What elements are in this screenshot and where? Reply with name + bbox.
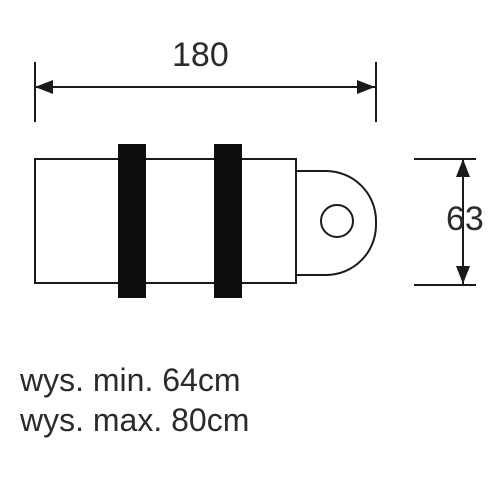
housing-body bbox=[34, 158, 297, 284]
technical-drawing: { "colors": { "stroke": "#1a1a1a", "band… bbox=[0, 0, 500, 500]
arrow-width-right bbox=[357, 80, 375, 94]
arrow-width-left bbox=[35, 80, 53, 94]
arrow-height-top bbox=[456, 159, 470, 177]
note-min-height: wys. min. 64cm bbox=[20, 360, 240, 400]
band-right bbox=[214, 144, 242, 298]
note-max-height: wys. max. 80cm bbox=[20, 400, 249, 440]
label-height: 63 bbox=[446, 200, 484, 239]
dim-line-width bbox=[34, 86, 375, 88]
arrow-height-bottom bbox=[456, 266, 470, 284]
mounting-hole bbox=[320, 204, 354, 238]
ext-line-top-right bbox=[375, 62, 377, 122]
label-width: 180 bbox=[172, 36, 229, 75]
ext-line-right-bottom bbox=[414, 284, 476, 286]
band-left bbox=[118, 144, 146, 298]
